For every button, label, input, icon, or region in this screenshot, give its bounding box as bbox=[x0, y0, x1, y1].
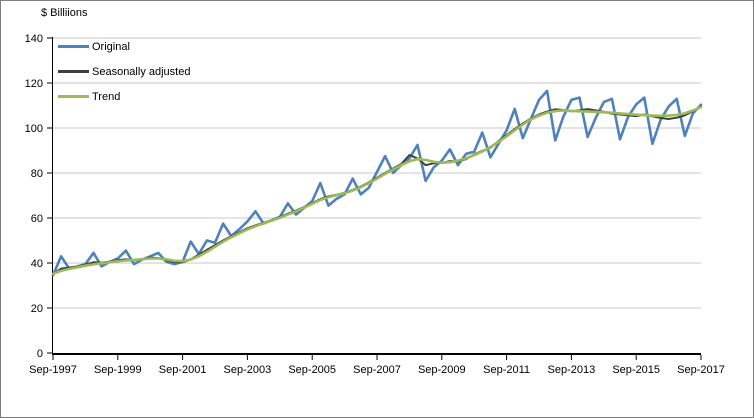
series-line-seasonally-adjusted bbox=[52, 105, 702, 276]
legend-swatch bbox=[58, 70, 89, 73]
legend-label: Original bbox=[92, 40, 130, 53]
y-tick-label: 40 bbox=[31, 258, 43, 270]
legend-item-original: Original bbox=[58, 40, 190, 53]
x-tick-label: Sep-2007 bbox=[353, 364, 401, 376]
y-tick-label: 120 bbox=[25, 78, 43, 90]
legend-swatch bbox=[58, 45, 89, 48]
y-tick-label: 0 bbox=[37, 348, 43, 360]
y-tick-label: 140 bbox=[25, 33, 43, 45]
x-tick-label: Sep-2001 bbox=[159, 364, 207, 376]
legend: Original Seasonally adjusted Trend bbox=[58, 40, 190, 115]
y-tick-label: 20 bbox=[31, 303, 43, 315]
legend-item-trend: Trend bbox=[58, 90, 190, 103]
chart-title: $ Billiions bbox=[41, 7, 88, 19]
y-tick-label: 80 bbox=[31, 168, 43, 180]
x-tick-label: Sep-2013 bbox=[548, 364, 596, 376]
x-tick-label: Sep-2017 bbox=[677, 364, 725, 376]
y-tick-label: 60 bbox=[31, 213, 43, 225]
x-tick-label: Sep-1997 bbox=[29, 364, 77, 376]
series-line-original bbox=[51, 89, 703, 277]
legend-label: Trend bbox=[92, 90, 121, 103]
legend-label: Seasonally adjusted bbox=[92, 65, 191, 78]
series-line-trend bbox=[51, 105, 703, 276]
x-tick-label: Sep-1999 bbox=[94, 364, 142, 376]
legend-item-seasonally-adjusted: Seasonally adjusted bbox=[58, 65, 190, 78]
legend-swatch bbox=[58, 95, 89, 98]
x-tick-label: Sep-2009 bbox=[418, 364, 466, 376]
x-tick-label: Sep-2011 bbox=[483, 364, 530, 376]
y-tick-label: 100 bbox=[25, 123, 43, 135]
x-tick-label: Sep-2015 bbox=[612, 364, 660, 376]
x-tick-label: Sep-2005 bbox=[288, 364, 336, 376]
x-tick-label: Sep-2003 bbox=[224, 364, 272, 376]
